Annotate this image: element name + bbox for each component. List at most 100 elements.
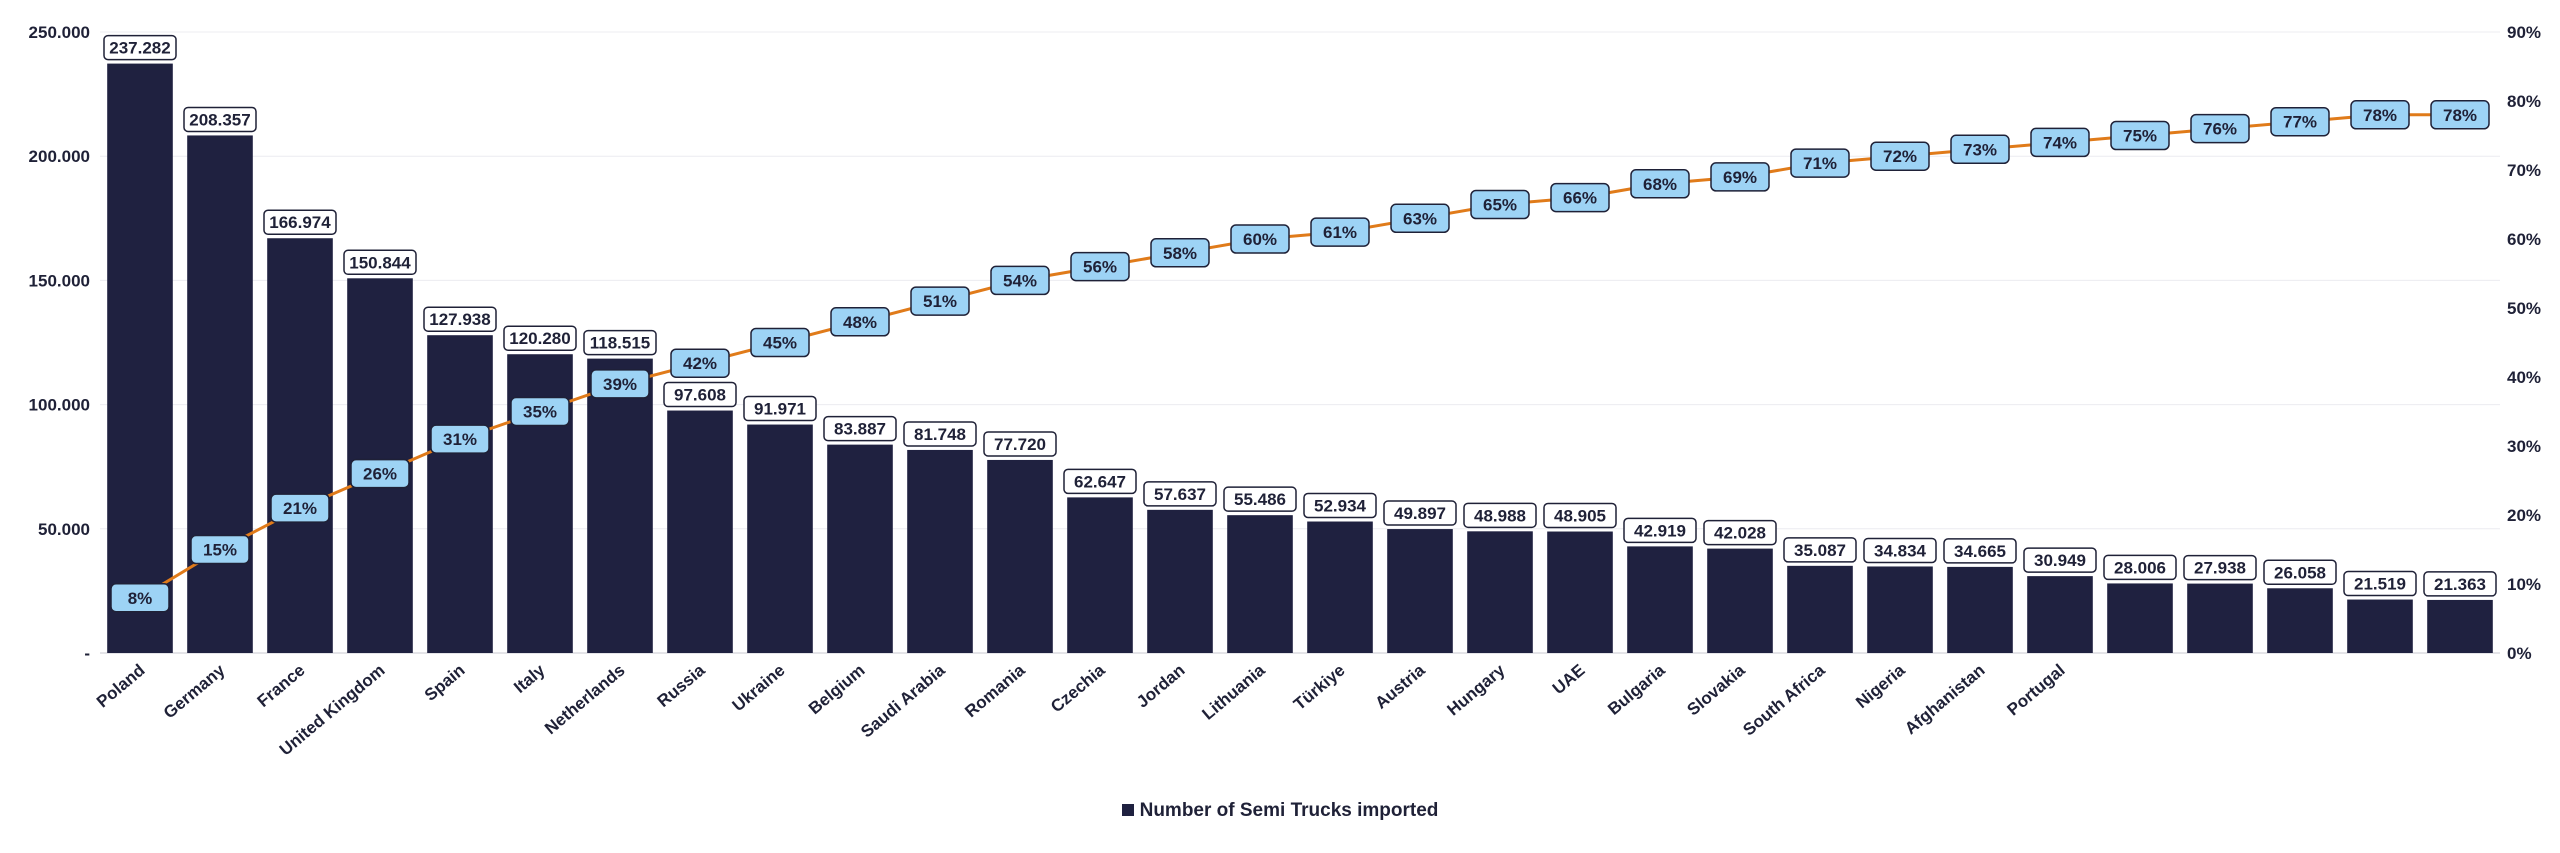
bar-value-label: 48.905: [1543, 502, 1617, 529]
x-axis-label: Jordan: [1133, 661, 1189, 712]
line-percent-label: 78%: [2350, 100, 2410, 130]
bar-label-box: [743, 395, 817, 422]
left-tick-label: 250.000: [29, 23, 90, 42]
percent-label-box: [110, 583, 170, 613]
x-axis-label: Lithuania: [1198, 660, 1269, 723]
percent-label-box: [510, 396, 570, 427]
line-percent-label: 71%: [1790, 148, 1850, 178]
bar: [747, 424, 813, 653]
bar: [1707, 548, 1773, 653]
percent-label-box: [2110, 120, 2170, 151]
bar-value-label: 81.748: [903, 421, 977, 447]
percent-label-text: 35%: [523, 403, 557, 422]
bar-label-text: 30.949: [2034, 551, 2086, 570]
percent-label-box: [1950, 134, 2010, 165]
bar: [2427, 599, 2493, 653]
percent-label-text: 8%: [128, 589, 153, 608]
right-tick-label: 30%: [2507, 437, 2541, 456]
percent-label-box: [1390, 203, 1450, 234]
bar-label-text: 34.665: [1954, 542, 2006, 561]
line-percent-label: 76%: [2190, 113, 2250, 144]
bar-label-text: 62.647: [1074, 472, 1126, 491]
bar-value-label: 30.949: [2023, 547, 2097, 573]
percent-label-box: [2030, 127, 2090, 158]
bar-value-label: 52.934: [1303, 492, 1377, 519]
percent-label-box: [2270, 106, 2330, 137]
x-axis-label: Netherlands: [541, 661, 628, 739]
bar-label-box: [663, 381, 737, 408]
bar-label-text: 55.486: [1234, 490, 1286, 509]
bar: [187, 135, 253, 653]
percent-label-text: 78%: [2363, 106, 2397, 125]
line-percent-label: 58%: [1150, 238, 1210, 268]
percent-label-text: 68%: [1643, 175, 1677, 194]
bar: [1307, 521, 1373, 653]
bar-value-label: 55.486: [1223, 486, 1297, 512]
right-tick-label: 20%: [2507, 506, 2541, 525]
percent-label-box: [670, 348, 730, 378]
left-tick-label: 50.000: [38, 520, 90, 539]
bar-value-label: 48.988: [1463, 502, 1537, 529]
percent-label-box: [1310, 217, 1370, 247]
bar: [2187, 583, 2253, 653]
bar-label-box: [1863, 537, 1937, 564]
line-percent-label: 39%: [590, 369, 650, 399]
percent-label-text: 73%: [1963, 140, 1997, 159]
gridlines: [100, 31, 2500, 654]
bar-label-text: 237.282: [109, 39, 170, 58]
x-axis-label: Germany: [160, 660, 229, 722]
x-axis-label: Portugal: [2004, 661, 2069, 720]
percent-label-text: 72%: [1883, 147, 1917, 166]
line-percent-label: 68%: [1630, 169, 1690, 199]
right-tick-label: 90%: [2507, 23, 2541, 42]
bar-label-text: 42.919: [1634, 521, 1686, 540]
bar-label-text: 208.357: [189, 110, 250, 129]
bar-value-label: 21.363: [2423, 571, 2497, 597]
bar: [1227, 515, 1293, 653]
x-axis-label: Czechia: [1047, 660, 1109, 716]
bar-label-box: [983, 431, 1057, 457]
x-axis-label: South Africa: [1739, 660, 1829, 739]
bar-label-box: [503, 325, 577, 351]
percent-label-text: 42%: [683, 354, 717, 373]
bar-label-box: [1463, 502, 1537, 529]
line-percent-label: 72%: [1870, 141, 1930, 171]
percent-label-text: 78%: [2443, 106, 2477, 125]
line-percent-label: 73%: [1950, 134, 2010, 165]
percent-label-text: 45%: [763, 334, 797, 353]
bar-label-box: [2103, 554, 2177, 581]
bar: [1387, 529, 1453, 653]
percent-label-box: [1150, 238, 1210, 268]
bar-value-label: 91.971: [743, 395, 817, 422]
line-percent-label: 21%: [270, 493, 330, 523]
left-tick-label: 100.000: [29, 396, 90, 415]
x-axis-label: Belgium: [805, 661, 869, 719]
percent-label-text: 76%: [2203, 120, 2237, 139]
bar: [107, 63, 173, 654]
bar: [2267, 588, 2333, 653]
percent-label-box: [1070, 251, 1130, 282]
bar-value-label: 208.357: [183, 106, 257, 133]
bar-label-text: 83.887: [834, 420, 886, 439]
percent-label-box: [1710, 162, 1770, 192]
percent-label-text: 77%: [2283, 113, 2317, 132]
bar-label-text: 91.971: [754, 400, 806, 419]
right-tick-label: 0%: [2507, 644, 2532, 663]
bar-value-label: 120.280: [503, 325, 577, 351]
bar-label-box: [1383, 500, 1457, 526]
percent-label-text: 63%: [1403, 209, 1437, 228]
bar-label-box: [1703, 519, 1777, 546]
bar-label-box: [2263, 559, 2337, 586]
bar-label-box: [1303, 492, 1377, 519]
x-axis-label: Türkiye: [1290, 661, 1349, 714]
percent-label-text: 75%: [2123, 127, 2157, 146]
percent-label-text: 69%: [1723, 168, 1757, 187]
bar: [907, 449, 973, 653]
line-percent-label: 15%: [190, 534, 250, 565]
percent-label-text: 61%: [1323, 223, 1357, 242]
bar-label-box: [1783, 537, 1857, 563]
bar-label-text: 57.637: [1154, 485, 1206, 504]
percent-label-text: 60%: [1243, 230, 1277, 249]
right-tick-label: 70%: [2507, 161, 2541, 180]
percent-label-text: 48%: [843, 313, 877, 332]
